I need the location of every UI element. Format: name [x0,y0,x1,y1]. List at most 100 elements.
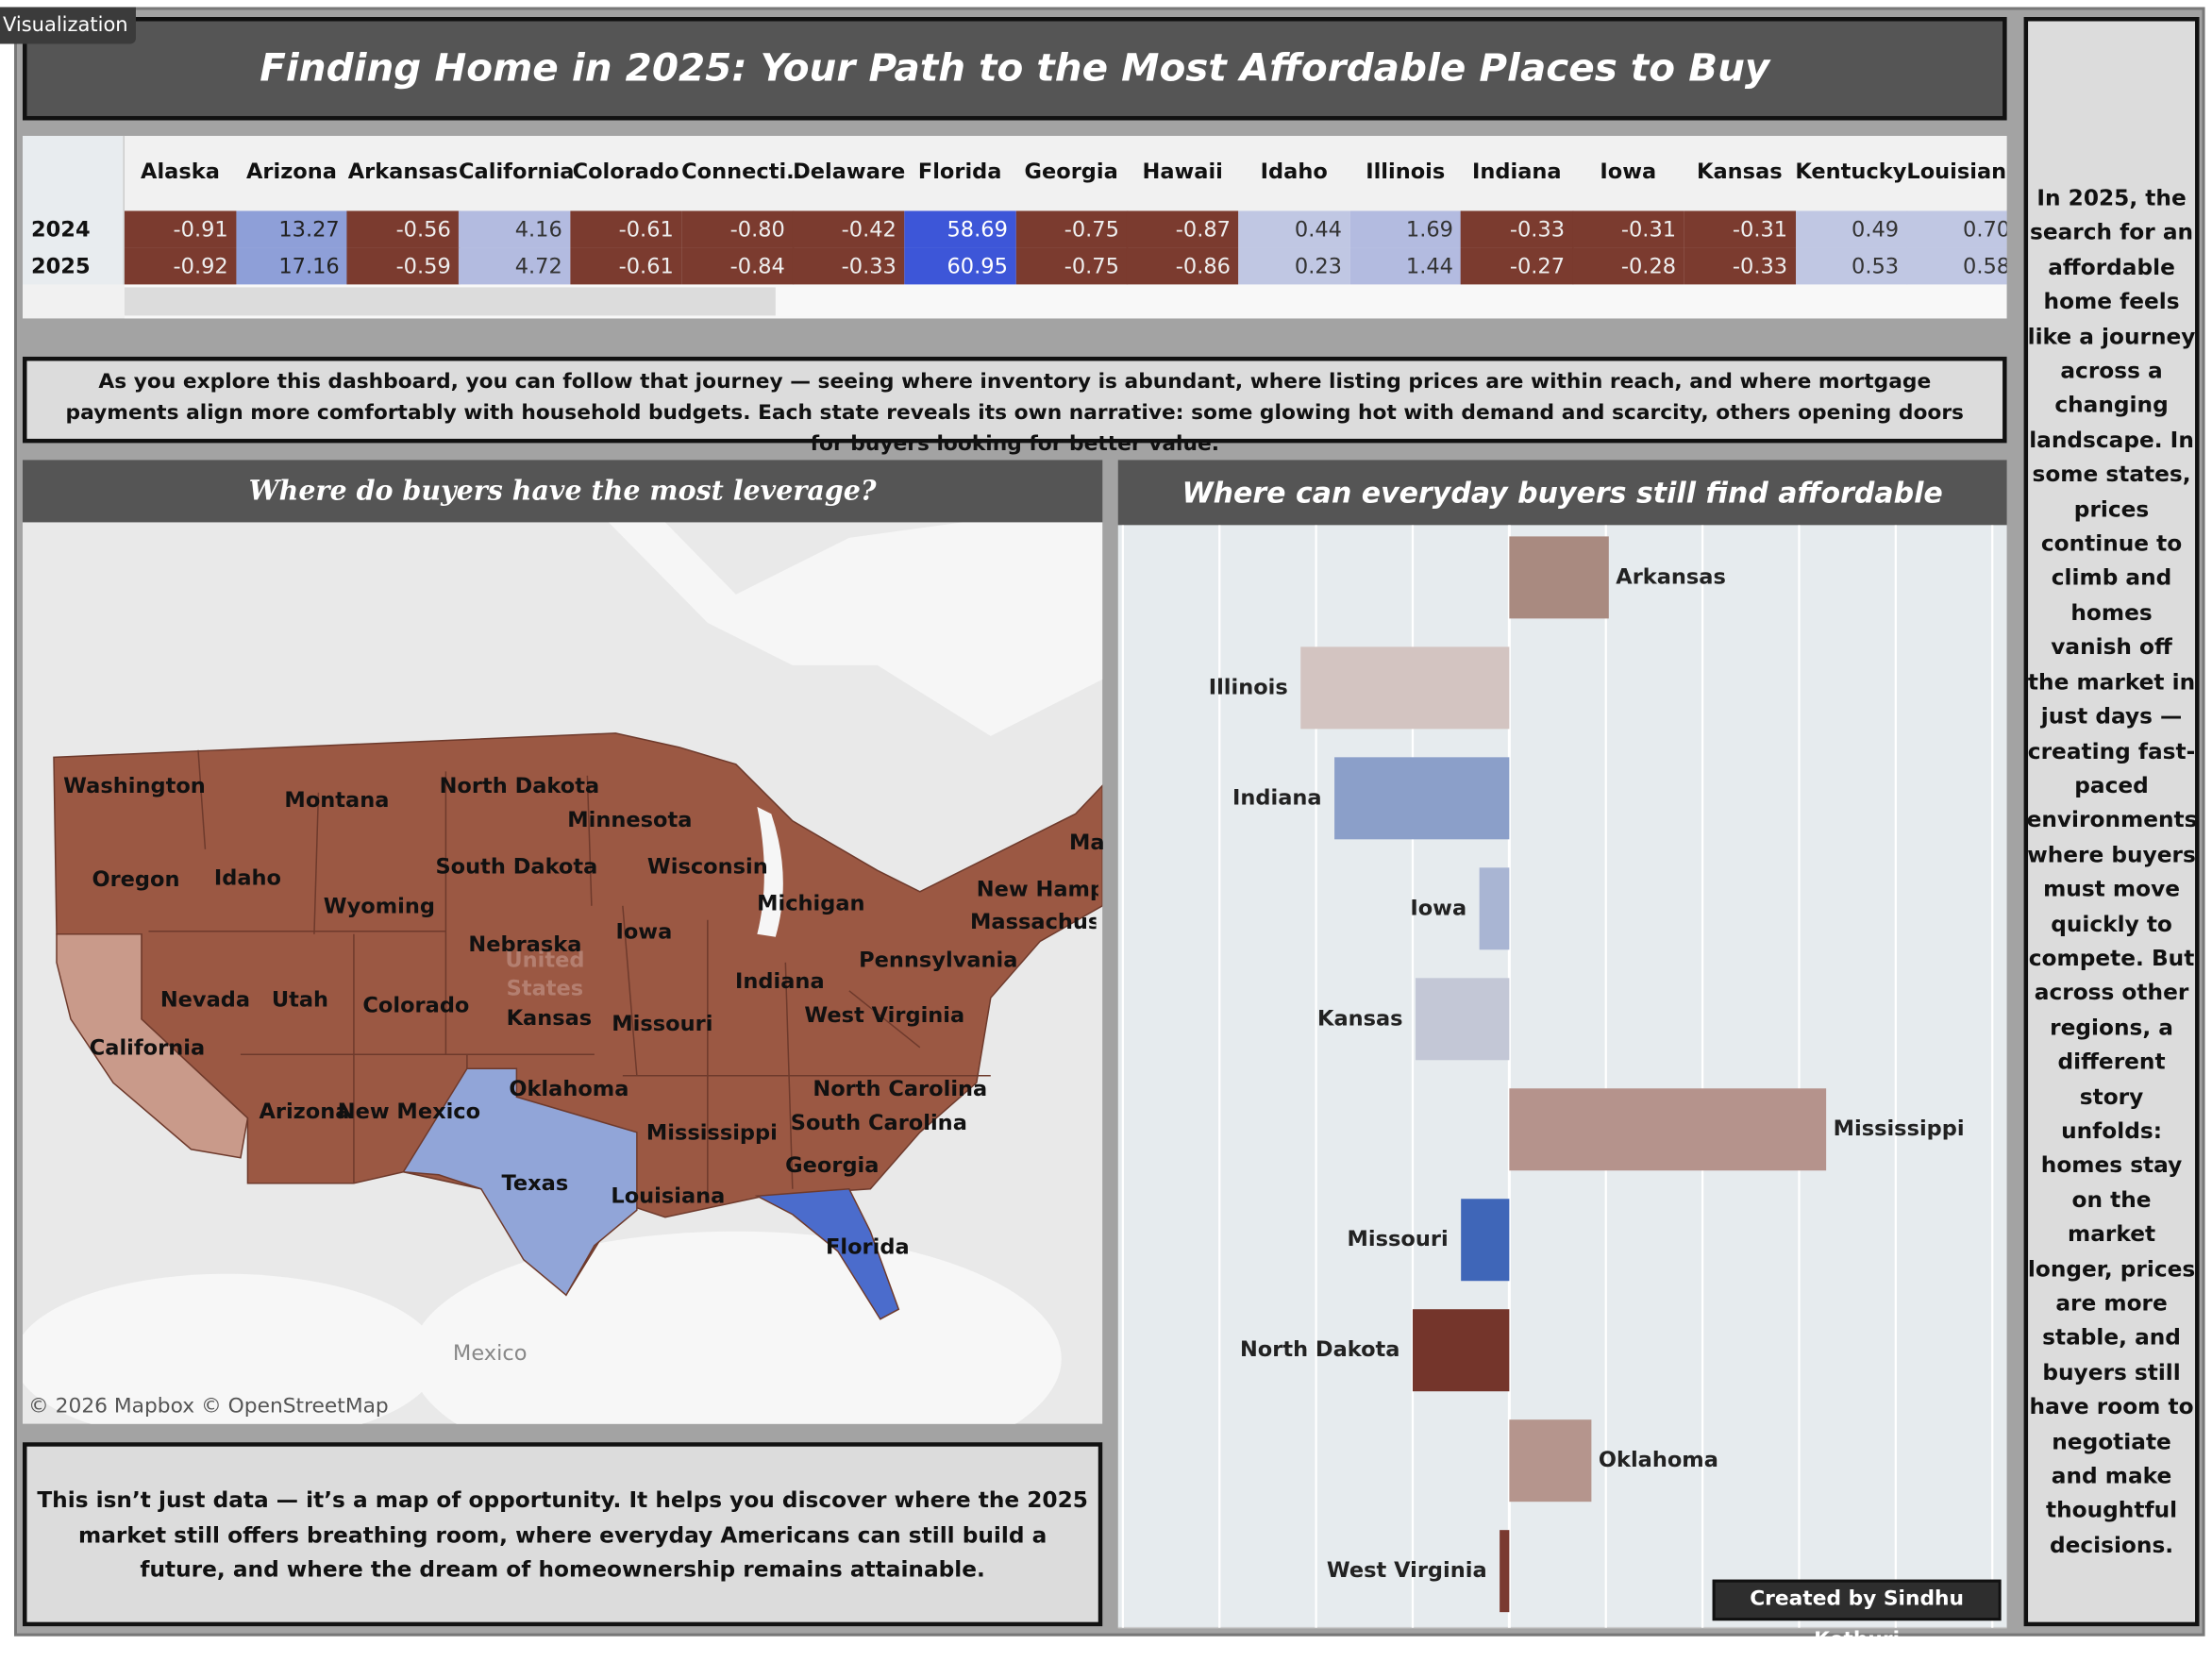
map-header [22,460,1103,523]
bar-label: Oklahoma [1599,1448,1718,1472]
bar-label: West Virginia [1327,1558,1487,1583]
column-header: Kansas [1697,158,1783,184]
column-header: Hawaii [1142,158,1223,184]
map-water [608,522,1103,736]
title: Finding Home in 2025: Your Path to the M… [260,46,1770,91]
table-cell: 0.58 [1906,247,2007,285]
column-header: Florida [917,158,1002,184]
intro-box [22,356,2007,444]
table-cell: -0.80 [681,210,794,248]
chart-header [1117,460,2007,526]
table-cell: -0.27 [1461,247,1574,285]
column-header: Alaska [141,158,220,184]
table-cell: 60.95 [904,247,1016,285]
closing-text: This isn’t just data — it’s a map of opp… [37,1487,1088,1583]
scrollbar-thumb [124,287,776,316]
table-cell: -0.28 [1572,247,1685,285]
bar-label: Illinois [1209,675,1288,699]
credit-box [1712,1579,2002,1621]
table-cell: -0.59 [347,247,460,285]
sidebar-box [2023,16,2200,1627]
table-cell: 0.23 [1238,247,1350,285]
column-header: Kentucky [1795,158,1907,184]
table-cell: -0.61 [570,247,682,285]
bar [1509,1088,1827,1171]
table-cell: -0.31 [1572,210,1685,248]
table-cell: -0.61 [570,210,682,248]
bar-label: Arkansas [1616,564,1726,589]
column-header: Indiana [1471,158,1562,184]
table-cell: -0.42 [793,210,905,248]
column-header: Connecti.. [681,158,803,184]
table-cell: 0.49 [1795,210,1908,248]
table-cell: 1.69 [1349,210,1463,248]
sidebar-text: In 2025, the search for an affordable ho… [2026,185,2198,1558]
bar [1412,1309,1510,1392]
bar-label: Missouri [1348,1227,1449,1251]
table-cell: 0.44 [1238,210,1350,248]
viz-tag: Visualization [0,7,136,44]
lake-michigan [757,806,783,937]
row-label-col [22,135,125,285]
title-bar [22,16,2007,121]
column-header: Delaware [793,158,906,184]
pacific [22,1273,439,1424]
table-cell: -0.56 [347,210,460,248]
bar [1479,867,1510,950]
column-header: Iowa [1600,158,1657,184]
bar-label: Iowa [1410,896,1466,920]
table-cell: -0.87 [1127,210,1239,248]
credit: Created by Sindhu Kothuri [1750,1587,1965,1653]
table-cell: 0.53 [1795,247,1908,285]
gulf [411,1231,1062,1424]
table-cell: 1.44 [1349,247,1463,285]
map-title: Where do buyers have the most leverage? [248,475,877,507]
bar [1509,1419,1592,1503]
table-cell: -0.33 [793,247,905,285]
column-header: Idaho [1260,158,1328,184]
bar-label: Kansas [1317,1006,1403,1031]
bar [1500,1530,1510,1613]
closing-box [22,1442,1103,1627]
bar [1334,757,1510,840]
table-cell: -0.75 [1015,210,1128,248]
table-cell: -0.84 [681,247,794,285]
bar [1461,1199,1510,1282]
table-cell: -0.75 [1015,247,1128,285]
california [56,933,249,1159]
table-cell: 58.69 [904,210,1016,248]
bar-label: North Dakota [1240,1337,1399,1362]
bar [1416,978,1510,1061]
table-cell: -0.33 [1684,247,1797,285]
table-cell: 13.27 [235,210,348,248]
intro-text: As you explore this dashboard, you can f… [65,370,1964,456]
column-header: Arkansas [347,158,459,184]
column-header: Arizona [245,158,337,184]
texas [402,1067,638,1297]
table-cell: 0.70 [1906,210,2007,248]
column-header: Illinois [1366,158,1446,184]
data-table: Alaska Arizona Arkansas California Colorado C… [22,135,2007,319]
table-cell: 4.72 [459,247,571,285]
map [22,522,1103,1424]
table-cell: -0.86 [1127,247,1239,285]
bar [1509,536,1609,619]
bar [1300,646,1510,730]
table-cell: -0.91 [124,210,237,248]
florida [754,1187,900,1320]
column-header: Colorado [572,158,679,184]
table-cell: -0.33 [1461,210,1574,248]
header-row [124,135,2007,210]
row-label: 2025 [30,253,91,279]
column-header: Georgia [1024,158,1118,184]
bar-label: Indiana [1232,785,1322,810]
table-cell: 17.16 [235,247,348,285]
column-header: Louisiana [1906,158,2007,184]
table-cell: -0.92 [124,247,237,285]
column-header: California [459,158,575,184]
table-cell: 4.16 [459,210,571,248]
bar-label: Mississippi [1834,1116,1965,1141]
row-label: 2024 [30,216,91,243]
